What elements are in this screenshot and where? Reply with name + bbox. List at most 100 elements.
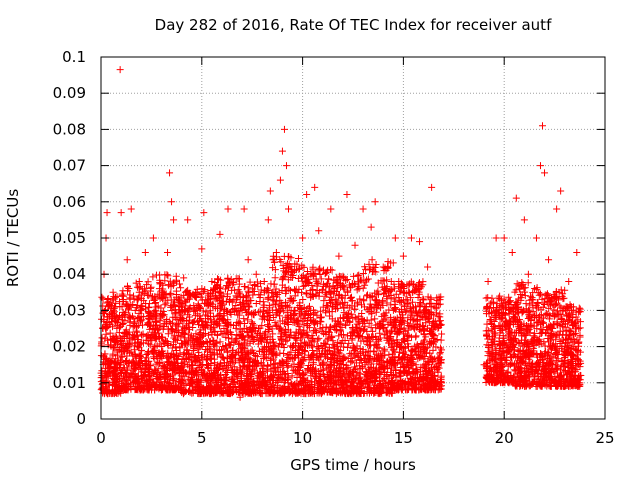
data-point <box>337 331 345 339</box>
data-point <box>334 299 342 307</box>
data-point <box>349 342 357 350</box>
data-point <box>250 324 258 332</box>
data-point <box>335 272 343 280</box>
data-point <box>387 292 395 300</box>
data-point <box>330 351 338 359</box>
data-point <box>239 294 247 302</box>
data-point <box>330 366 338 374</box>
data-point <box>337 381 345 389</box>
data-point <box>252 300 260 308</box>
data-point <box>192 372 200 380</box>
data-point <box>106 356 114 364</box>
data-point <box>320 297 328 305</box>
data-point <box>316 371 324 379</box>
data-point <box>99 302 107 310</box>
data-point <box>310 318 318 326</box>
data-point <box>155 360 163 368</box>
data-point <box>152 350 160 358</box>
data-point <box>164 386 172 394</box>
data-point <box>277 330 285 338</box>
data-point <box>255 347 263 355</box>
data-point <box>182 298 190 306</box>
data-point <box>361 322 369 330</box>
data-point <box>104 361 112 369</box>
data-points <box>97 66 585 401</box>
data-point <box>107 341 115 349</box>
data-point <box>326 312 334 320</box>
data-point <box>287 311 295 319</box>
data-point <box>344 309 352 317</box>
data-point <box>311 326 319 334</box>
data-point <box>353 327 361 335</box>
data-point <box>357 384 365 392</box>
data-point <box>261 381 269 389</box>
data-point <box>197 329 205 337</box>
data-point <box>305 341 313 349</box>
data-point <box>383 357 391 365</box>
data-point <box>366 266 374 274</box>
data-point <box>98 334 106 342</box>
data-point <box>383 336 391 344</box>
data-point <box>122 345 130 353</box>
data-point <box>300 338 308 346</box>
data-point <box>277 336 285 344</box>
data-point <box>354 272 362 280</box>
data-point <box>324 279 332 287</box>
data-point <box>355 331 363 339</box>
data-point <box>350 351 358 359</box>
data-point <box>313 311 321 319</box>
data-point <box>249 362 257 370</box>
data-point <box>283 356 291 364</box>
data-point <box>325 275 333 283</box>
data-point <box>241 358 249 366</box>
data-point <box>189 361 197 369</box>
data-point <box>284 351 292 359</box>
data-point <box>274 382 282 390</box>
data-point <box>250 366 258 374</box>
data-point <box>296 299 304 307</box>
data-point <box>305 275 313 283</box>
data-point <box>146 318 154 326</box>
data-point <box>196 339 204 347</box>
data-point <box>111 293 119 301</box>
data-point <box>371 315 379 323</box>
data-point <box>200 390 208 398</box>
data-point <box>170 377 178 385</box>
data-point <box>353 315 361 323</box>
data-point <box>229 278 237 286</box>
data-point <box>312 373 320 381</box>
data-point <box>175 331 183 339</box>
data-point <box>331 326 339 334</box>
data-point <box>151 335 159 343</box>
data-point <box>387 301 395 309</box>
data-point <box>255 378 263 386</box>
data-point <box>328 332 336 340</box>
data-point <box>300 326 308 334</box>
data-point <box>119 320 127 328</box>
data-point <box>244 333 252 341</box>
data-point <box>263 372 271 380</box>
data-point <box>106 363 114 371</box>
data-point <box>162 299 170 307</box>
data-point <box>197 362 205 370</box>
data-point <box>211 278 219 286</box>
data-point <box>191 292 199 300</box>
data-point <box>294 303 302 311</box>
data-point <box>134 295 142 303</box>
data-point <box>251 356 259 364</box>
data-point <box>177 308 185 316</box>
data-point <box>286 294 294 302</box>
data-point <box>139 288 147 296</box>
data-point <box>225 389 233 397</box>
data-point <box>203 321 211 329</box>
data-point <box>181 307 189 315</box>
data-point <box>374 352 382 360</box>
data-point <box>165 379 173 387</box>
data-point <box>253 278 261 286</box>
data-point <box>121 386 129 394</box>
data-point <box>330 290 338 298</box>
data-point <box>307 269 315 277</box>
data-point <box>186 381 194 389</box>
data-point <box>282 287 290 295</box>
data-point <box>101 368 109 376</box>
